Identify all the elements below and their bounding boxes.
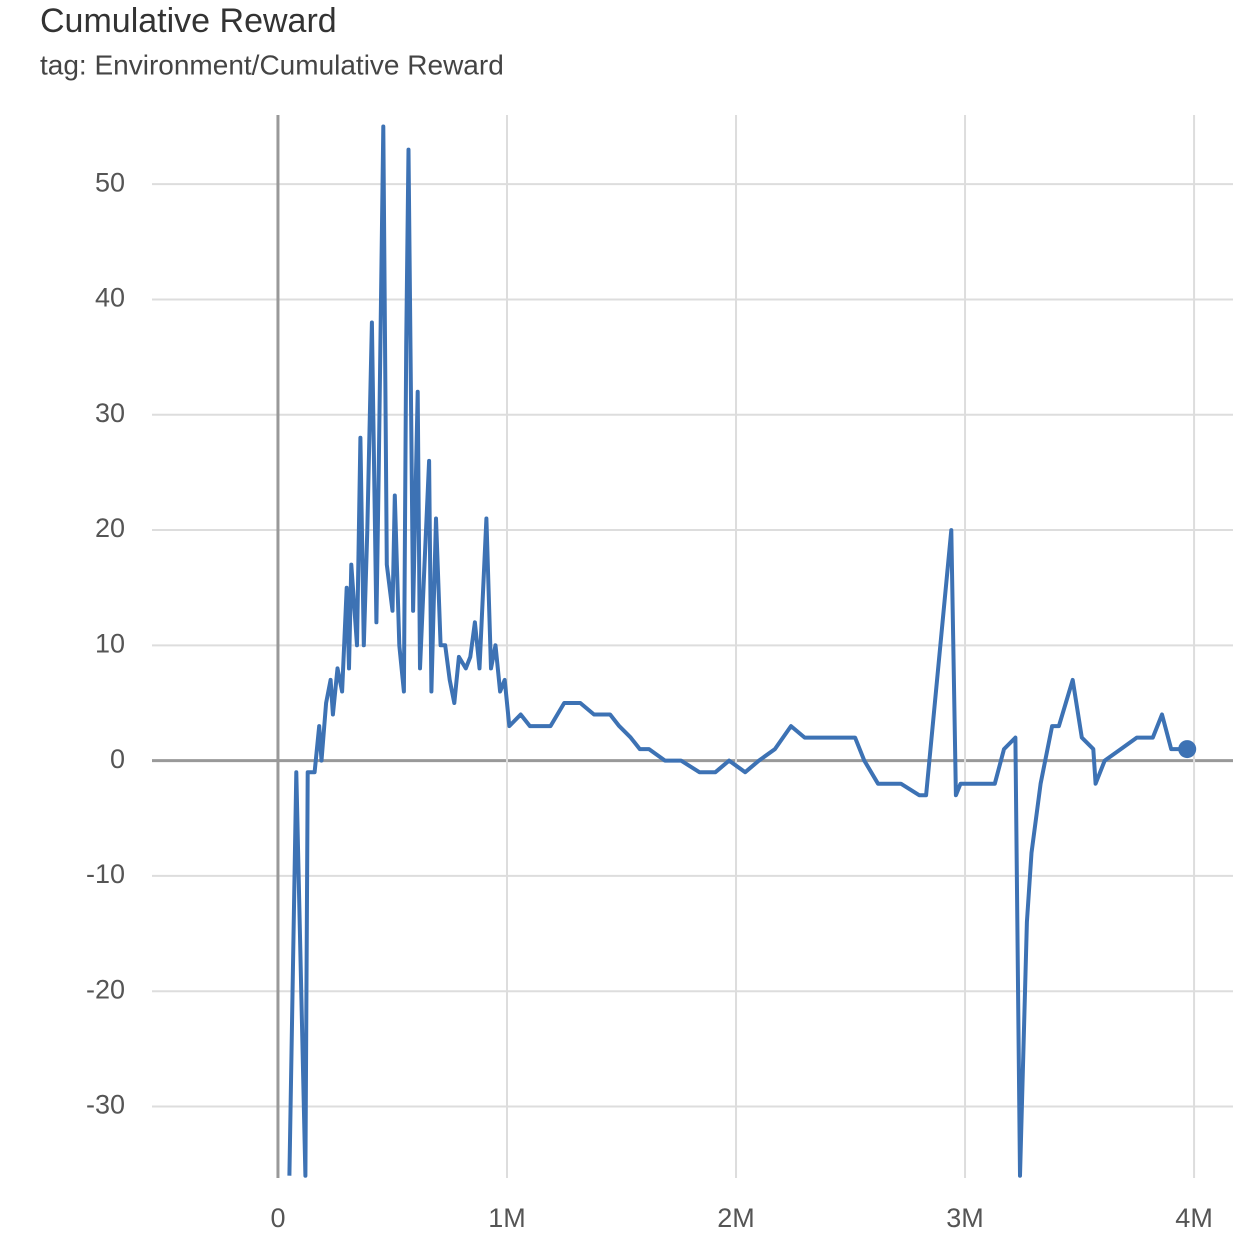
y-tick-label: 40 bbox=[95, 283, 125, 313]
y-tick-label: 10 bbox=[95, 628, 125, 658]
y-tick-label: 50 bbox=[95, 167, 125, 197]
x-tick-label: 0 bbox=[270, 1203, 285, 1233]
y-tick-label: -20 bbox=[86, 974, 125, 1004]
chart-subtitle: tag: Environment/Cumulative Reward bbox=[40, 49, 504, 80]
chart-title: Cumulative Reward bbox=[40, 2, 337, 40]
x-tick-label: 3M bbox=[946, 1203, 984, 1233]
series-line bbox=[287, 124, 1188, 1178]
last-point bbox=[1178, 740, 1197, 759]
y-tick-label: 30 bbox=[95, 398, 125, 428]
x-tick-label: 1M bbox=[488, 1203, 526, 1233]
y-tick-label: 0 bbox=[110, 744, 125, 774]
y-tick-label: -10 bbox=[86, 859, 125, 889]
y-tick-label: -30 bbox=[86, 1090, 125, 1120]
y-tick-label: 20 bbox=[95, 513, 125, 543]
x-tick-label: 2M bbox=[717, 1203, 755, 1233]
x-tick-label: 4M bbox=[1175, 1203, 1213, 1233]
